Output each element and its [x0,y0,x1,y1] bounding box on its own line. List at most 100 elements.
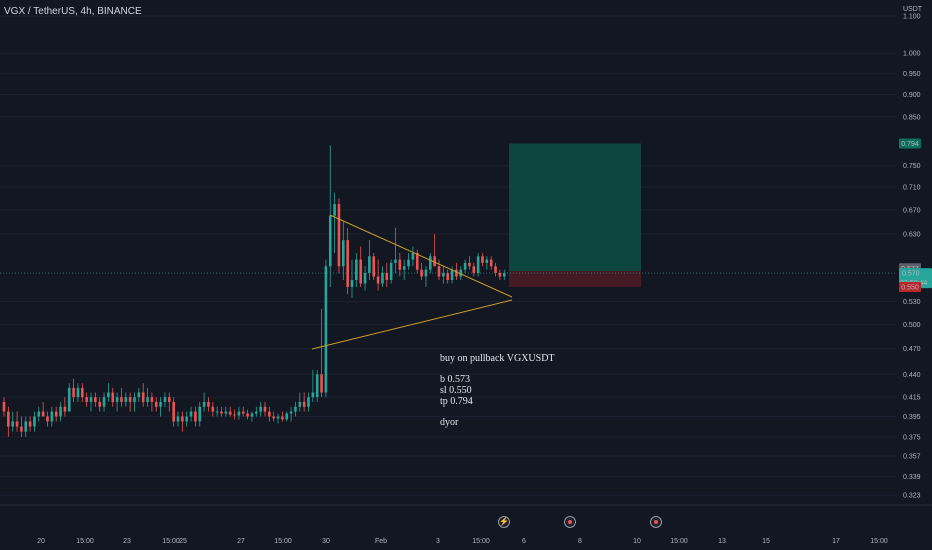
candle-body[interactable] [342,240,345,267]
candle-body[interactable] [194,411,197,422]
candle-body[interactable] [94,397,97,402]
candle-body[interactable] [220,411,223,414]
candle-body[interactable] [502,273,506,277]
candle-body[interactable] [259,406,262,412]
candle-body[interactable] [459,269,463,277]
candle-body[interactable] [120,397,123,402]
candle-body[interactable] [181,416,184,422]
candle-body[interactable] [237,411,241,416]
flag-icon[interactable] [650,516,662,528]
candle-body[interactable] [368,256,371,274]
candle-body[interactable] [72,387,75,398]
candle-body[interactable] [198,406,202,422]
candle-body[interactable] [37,411,41,417]
candle-body[interactable] [24,421,28,432]
candle-body[interactable] [281,416,284,420]
candle-body[interactable] [389,262,393,280]
candle-body[interactable] [294,406,297,412]
candle-body[interactable] [324,266,328,393]
candle-body[interactable] [372,256,376,277]
lightning-icon[interactable]: ⚡ [498,516,510,528]
candle-body[interactable] [168,397,171,402]
candle-body[interactable] [224,411,228,414]
candle-body[interactable] [28,421,32,427]
candle-body[interactable] [276,416,280,419]
candle-body[interactable] [163,397,167,402]
candle-body[interactable] [268,411,271,417]
candle-body[interactable] [407,259,410,267]
candle-body[interactable] [133,397,136,402]
candle-body[interactable] [298,401,302,407]
flag-icon[interactable] [564,516,576,528]
candle-body[interactable] [255,411,258,414]
take-profit-zone[interactable] [509,143,641,272]
candle-body[interactable] [489,259,493,267]
candle-body[interactable] [311,392,315,398]
candle-body[interactable] [41,411,45,417]
candle-body[interactable] [89,397,93,402]
candle-body[interactable] [233,414,236,416]
candle-body[interactable] [285,413,289,420]
candle-body[interactable] [450,269,454,280]
candle-body[interactable] [446,273,449,280]
candle-body[interactable] [154,401,158,407]
candle-body[interactable] [472,266,476,274]
candle-body[interactable] [302,401,306,407]
candle-body[interactable] [289,411,293,414]
candle-body[interactable] [485,259,489,263]
stop-loss-zone[interactable] [509,271,641,288]
candle-body[interactable] [76,387,80,398]
candle-body[interactable] [211,406,215,412]
candle-body[interactable] [468,262,471,267]
candle-body[interactable] [137,392,141,398]
candle-body[interactable] [59,406,62,417]
candle-body[interactable] [102,397,106,407]
candle-body[interactable] [81,387,84,398]
candle-body[interactable] [85,397,88,402]
candle-body[interactable] [350,279,354,288]
candle-body[interactable] [228,411,232,415]
candle-body[interactable] [98,401,101,407]
candle-body[interactable] [346,240,349,288]
candle-body[interactable] [481,256,484,263]
triangle-lower-trendline[interactable] [311,299,513,350]
candle-body[interactable] [455,269,458,277]
candle-body[interactable] [355,259,358,280]
candle-body[interactable] [263,406,267,412]
candle-body[interactable] [385,273,389,280]
candle-body[interactable] [333,204,336,216]
candle-body[interactable] [111,392,115,402]
candle-body[interactable] [394,259,397,263]
candle-body[interactable] [50,411,54,422]
candle-body[interactable] [246,413,249,417]
candle-body[interactable] [328,215,332,267]
candle-body[interactable] [337,204,341,267]
candle-body[interactable] [11,421,14,427]
triangle-upper-trendline[interactable] [329,214,513,298]
candle-body[interactable] [33,416,36,427]
candle-body[interactable] [437,266,441,277]
candle-body[interactable] [7,411,10,427]
candle-body[interactable] [376,276,380,284]
candle-body[interactable] [150,397,154,402]
candle-body[interactable] [2,401,6,412]
candle-body[interactable] [176,416,180,422]
candle-body[interactable] [241,411,245,414]
candle-body[interactable] [46,416,49,422]
candle-body[interactable] [315,374,319,398]
candle-body[interactable] [185,416,188,422]
candle-body[interactable] [207,401,210,407]
candle-body[interactable] [307,397,310,407]
candle-body[interactable] [320,374,323,393]
candle-body[interactable] [128,397,132,402]
candle-body[interactable] [359,259,362,284]
candle-body[interactable] [107,392,110,398]
candle-body[interactable] [272,416,275,419]
candle-body[interactable] [398,259,402,270]
candle-body[interactable] [63,406,67,412]
candle-body[interactable] [141,392,145,402]
candle-body[interactable] [415,253,419,270]
candle-body[interactable] [494,266,497,274]
candle-body[interactable] [363,273,367,284]
